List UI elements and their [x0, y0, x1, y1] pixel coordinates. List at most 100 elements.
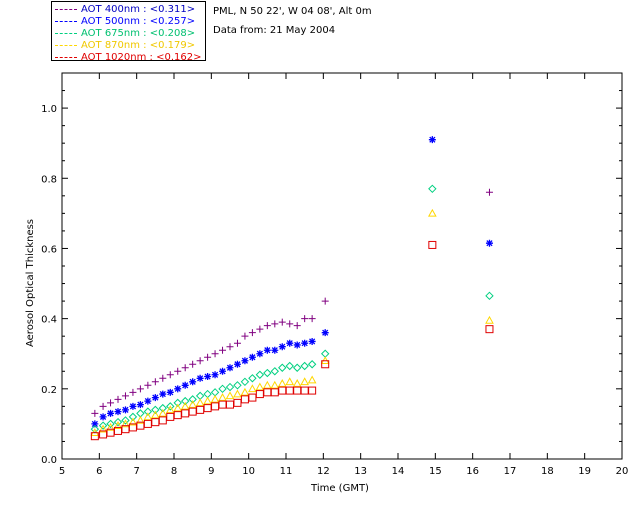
legend-entry-1020nm: AOT 1020nm : <0.162>	[55, 52, 201, 64]
data-point	[107, 399, 115, 407]
data-point	[248, 374, 257, 383]
data-point	[158, 408, 168, 417]
legend: AOT 400nm : <0.311> AOT 500nm : <0.257> …	[51, 1, 206, 64]
data-point	[241, 332, 249, 340]
data-point	[427, 208, 437, 217]
x-tick-label: 17	[504, 466, 517, 477]
data-point	[121, 419, 130, 428]
data-point	[301, 339, 309, 347]
data-point	[233, 398, 242, 407]
data-point	[144, 381, 152, 389]
data-point	[225, 391, 235, 400]
data-point	[128, 417, 138, 426]
data-point	[233, 360, 241, 368]
data-point	[188, 400, 198, 408]
data-point	[240, 387, 250, 396]
y-tick-label: 0.8	[41, 174, 57, 185]
data-point	[320, 349, 330, 358]
data-point	[293, 322, 301, 330]
x-tick-label: 16	[466, 466, 479, 477]
data-point	[225, 382, 235, 392]
data-point	[121, 406, 129, 414]
data-point	[271, 346, 279, 354]
data-point	[98, 424, 108, 433]
data-point	[180, 396, 190, 406]
data-point	[292, 363, 302, 372]
legend-line-675nm	[55, 32, 77, 34]
data-point	[307, 360, 317, 369]
data-point	[174, 367, 182, 375]
station-info: PML, N 50 22', W 04 08', Alt 0m	[213, 6, 372, 17]
data-point	[106, 422, 115, 431]
data-point	[151, 405, 160, 415]
data-point	[106, 419, 115, 429]
data-point	[218, 400, 227, 409]
data-point	[174, 385, 182, 393]
data-point	[91, 409, 99, 417]
data-point	[211, 402, 220, 411]
data-point	[121, 392, 129, 400]
data-point	[151, 378, 159, 386]
data-point	[196, 374, 204, 382]
x-tick-label: 18	[541, 466, 554, 477]
y-tick-label: 1.0	[41, 104, 57, 115]
data-point	[180, 401, 190, 410]
data-point	[166, 388, 174, 396]
data-point	[136, 409, 145, 418]
data-point	[114, 408, 122, 416]
data-point	[91, 420, 99, 428]
data-point	[240, 395, 249, 404]
legend-label-400nm: AOT 400nm : <0.311>	[81, 4, 196, 15]
data-point	[218, 384, 227, 394]
data-point	[166, 371, 174, 379]
data-point	[278, 386, 287, 395]
data-point	[189, 360, 197, 368]
data-point	[181, 409, 190, 418]
data-point	[255, 382, 265, 391]
data-point	[285, 386, 294, 395]
data-point	[308, 337, 316, 345]
data-point	[188, 407, 197, 416]
data-point	[203, 389, 212, 399]
series-aot-675nm	[90, 184, 494, 434]
data-point	[181, 364, 189, 372]
data-point	[189, 378, 197, 386]
legend-line-500nm	[55, 20, 77, 22]
data-point	[211, 371, 219, 379]
data-point	[428, 240, 437, 249]
data-point	[278, 363, 287, 372]
data-point	[485, 315, 494, 324]
data-point	[240, 377, 250, 387]
data-point	[248, 384, 257, 393]
data-point	[173, 398, 182, 408]
data-point	[99, 402, 107, 410]
y-axis-label: Aerosol Optical Thickness	[25, 219, 36, 347]
data-point	[271, 320, 279, 328]
x-tick-label: 9	[208, 466, 214, 477]
data-point	[300, 361, 309, 371]
data-point	[300, 386, 309, 395]
x-tick-label: 14	[392, 466, 405, 477]
data-point	[226, 364, 234, 372]
y-tick-label: 0.2	[41, 385, 57, 396]
x-tick-label: 10	[242, 466, 255, 477]
data-point	[196, 357, 204, 365]
data-point	[210, 388, 220, 397]
data-point	[188, 395, 197, 404]
data-point	[136, 415, 145, 424]
legend-label-675nm: AOT 675nm : <0.208>	[81, 28, 196, 39]
data-point	[113, 417, 123, 427]
legend-label-500nm: AOT 500nm : <0.257>	[81, 16, 196, 27]
legend-line-870nm	[55, 44, 77, 46]
data-point	[218, 393, 227, 401]
data-points	[90, 136, 494, 441]
y-tick-label: 0.4	[41, 315, 57, 326]
date-info: Data from: 21 May 2004	[213, 25, 336, 36]
data-point	[428, 136, 436, 144]
data-point	[293, 386, 302, 395]
data-point	[107, 409, 115, 417]
data-point	[226, 400, 234, 409]
x-tick-label: 13	[354, 466, 367, 477]
data-point	[173, 411, 182, 420]
